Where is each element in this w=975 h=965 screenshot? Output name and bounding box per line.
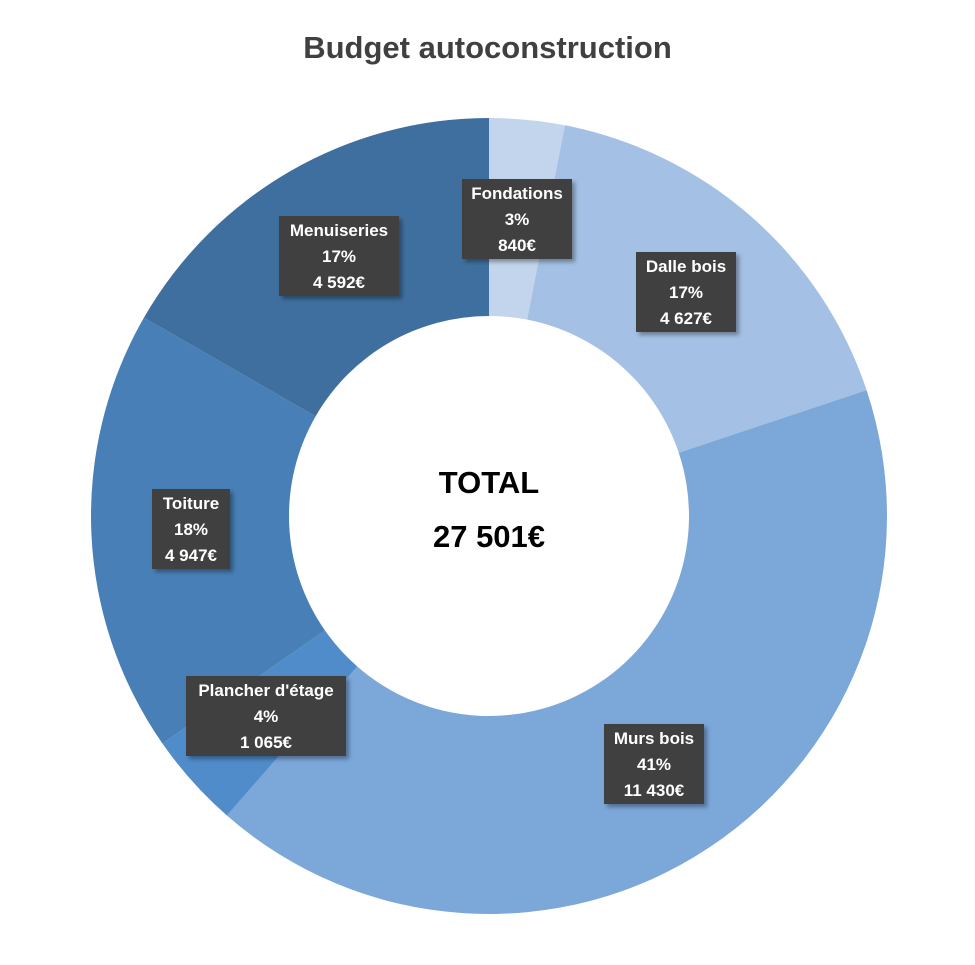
data-label-percent: 4% xyxy=(254,707,279,726)
data-label-menuiseries: Menuiseries 17% 4 592€ xyxy=(279,216,399,296)
data-label-box xyxy=(152,489,230,569)
data-label-name: Toiture xyxy=(163,494,219,513)
chart-title: Budget autoconstruction xyxy=(303,30,672,65)
data-label-box xyxy=(604,724,704,804)
data-label-box xyxy=(636,252,736,332)
data-label-toiture: Toiture 18% 4 947€ xyxy=(152,489,230,569)
data-label-name: Murs bois xyxy=(614,729,694,748)
data-label-name: Fondations xyxy=(471,184,563,203)
center-total-value: 27 501€ xyxy=(433,519,545,554)
data-label-murs-bois: Murs bois 41% 11 430€ xyxy=(604,724,704,804)
data-label-value: 840€ xyxy=(498,236,536,255)
data-label-name: Dalle bois xyxy=(646,257,726,276)
data-label-percent: 3% xyxy=(505,210,530,229)
data-label-value: 4 627€ xyxy=(660,309,713,328)
data-label-percent: 17% xyxy=(322,247,356,266)
data-label-name: Menuiseries xyxy=(290,221,388,240)
data-label-box xyxy=(279,216,399,296)
data-label-value: 11 430€ xyxy=(624,781,685,800)
data-label-dalle-bois: Dalle bois 17% 4 627€ xyxy=(636,252,736,332)
data-label-percent: 41% xyxy=(637,755,671,774)
data-label-percent: 18% xyxy=(174,520,208,539)
data-label-value: 1 065€ xyxy=(240,733,293,752)
data-label-name: Plancher d'étage xyxy=(198,681,333,700)
data-label-value: 4 947€ xyxy=(165,546,218,565)
data-label-value: 4 592€ xyxy=(313,273,366,292)
slice-murs-bois xyxy=(226,390,887,914)
data-label-fondations: Fondations 3% 840€ xyxy=(462,179,572,259)
data-label-plancher-d-tage: Plancher d'étage 4% 1 065€ xyxy=(186,676,346,756)
data-label-percent: 17% xyxy=(669,283,703,302)
data-label-box xyxy=(462,179,572,259)
center-total-label: TOTAL xyxy=(439,465,539,500)
data-label-box xyxy=(186,676,346,756)
